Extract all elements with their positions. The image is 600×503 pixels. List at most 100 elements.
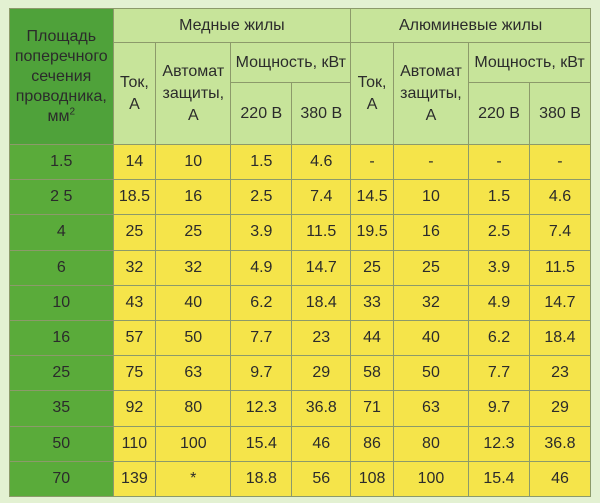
aluminum-current-header: Ток, А bbox=[350, 42, 394, 145]
aluminum-380v-cell: 4.6 bbox=[528, 179, 592, 216]
copper-220v-cell: 3.9 bbox=[230, 214, 293, 251]
aluminum-breaker-cell: 25 bbox=[392, 249, 470, 286]
copper-380v-cell: 29 bbox=[291, 355, 352, 392]
copper-current-cell: 18.5 bbox=[112, 179, 157, 216]
copper-breaker-cell: 10 bbox=[155, 143, 232, 181]
copper-220v-cell: 1.5 bbox=[230, 143, 293, 181]
aluminum-breaker-line-2: защиты, bbox=[400, 84, 462, 102]
aluminum-380v-cell: 18.4 bbox=[528, 319, 592, 357]
copper-380v-cell: 23 bbox=[291, 319, 352, 357]
aluminum-current-line-2: А bbox=[366, 95, 378, 113]
aluminum-380v-header: 380 В bbox=[528, 82, 592, 145]
aluminum-current-cell: 44 bbox=[350, 319, 394, 357]
aluminum-380v-cell: 23 bbox=[528, 355, 592, 392]
aluminum-breaker-cell: 32 bbox=[392, 284, 470, 321]
copper-breaker-cell: 63 bbox=[155, 355, 232, 392]
area-cell: 35 bbox=[9, 390, 114, 427]
area-column-header: Площадь поперечного сечения проводника, … bbox=[9, 8, 114, 145]
copper-current-cell: 92 bbox=[112, 390, 157, 427]
copper-breaker-cell: 80 bbox=[155, 390, 232, 427]
area-unit-superscript: 2 bbox=[69, 106, 76, 118]
copper-380v-cell: 18.4 bbox=[291, 284, 352, 321]
copper-220v-cell: 9.7 bbox=[230, 355, 293, 392]
table-row: 50 110 100 15.4 46 86 80 12.3 36.8 bbox=[9, 425, 592, 462]
aluminum-breaker-cell: 50 bbox=[392, 355, 470, 392]
aluminum-breaker-cell: 16 bbox=[392, 214, 470, 251]
aluminum-380v-cell: - bbox=[528, 143, 592, 181]
aluminum-220v-cell: 15.4 bbox=[468, 460, 530, 498]
copper-220v-cell: 6.2 bbox=[230, 284, 293, 321]
copper-220v-cell: 2.5 bbox=[230, 179, 293, 216]
aluminum-power-header: Мощность, кВт bbox=[468, 42, 591, 83]
table-row: 16 57 50 7.7 23 44 40 6.2 18.4 bbox=[9, 319, 592, 357]
copper-breaker-line-1: Автомат bbox=[162, 62, 225, 80]
aluminum-breaker-cell: 63 bbox=[392, 390, 470, 427]
copper-220v-cell: 15.4 bbox=[230, 425, 293, 462]
aluminum-380v-cell: 14.7 bbox=[528, 284, 592, 321]
aluminum-380v-cell: 11.5 bbox=[528, 249, 592, 286]
copper-220v-cell: 7.7 bbox=[230, 319, 293, 357]
aluminum-breaker-line-1: Автомат bbox=[400, 62, 462, 80]
area-header-line-4: проводника, bbox=[15, 87, 107, 105]
area-header-line-5: мм bbox=[47, 107, 70, 125]
copper-breaker-cell: 32 bbox=[155, 249, 232, 286]
copper-breaker-cell: 40 bbox=[155, 284, 232, 321]
aluminum-220v-cell: 4.9 bbox=[468, 284, 530, 321]
area-header-line-2: поперечного bbox=[14, 47, 108, 65]
copper-380v-cell: 14.7 bbox=[291, 249, 352, 286]
copper-220v-cell: 4.9 bbox=[230, 249, 293, 286]
copper-220v-cell: 12.3 bbox=[230, 390, 293, 427]
area-cell: 6 bbox=[9, 249, 114, 286]
table-row: 6 32 32 4.9 14.7 25 25 3.9 11.5 bbox=[9, 249, 592, 286]
aluminum-current-cell: 58 bbox=[350, 355, 394, 392]
table-row: 10 43 40 6.2 18.4 33 32 4.9 14.7 bbox=[9, 284, 592, 321]
area-cell: 10 bbox=[9, 284, 114, 321]
aluminum-220v-cell: 7.7 bbox=[468, 355, 530, 392]
aluminum-380v-cell: 46 bbox=[528, 460, 592, 498]
copper-380v-header: 380 В bbox=[291, 82, 352, 145]
table-row: 1.5 14 10 1.5 4.6- - - - bbox=[9, 143, 592, 181]
aluminum-breaker-cell: 10 bbox=[392, 179, 470, 216]
aluminum-current-cell: 108 bbox=[350, 460, 394, 498]
copper-current-line-1: Ток, bbox=[119, 73, 149, 91]
aluminum-220v-cell: 6.2 bbox=[468, 319, 530, 357]
table-row: 35 92 80 12.3 36.8 71 63 9.7 29 bbox=[9, 390, 592, 427]
aluminum-current-cell: 33 bbox=[350, 284, 394, 321]
area-header-line-3: сечения bbox=[31, 67, 92, 85]
copper-current-cell: 139 bbox=[112, 460, 157, 498]
table-body: 1.5 14 10 1.5 4.6- - - -2 5 18.5 16 2.5 7.4 14.5 10 1.… bbox=[9, 143, 592, 498]
aluminum-current-cell: 14.5 bbox=[350, 179, 394, 216]
aluminum-current-cell: 25 bbox=[350, 249, 394, 286]
copper-breaker-cell: 100 bbox=[155, 425, 232, 462]
area-header-line-1: Площадь bbox=[26, 27, 97, 45]
copper-breaker-cell: * bbox=[155, 460, 232, 498]
aluminum-220v-header: 220 В bbox=[468, 82, 530, 145]
area-cell: 70 bbox=[9, 460, 114, 498]
copper-current-cell: 43 bbox=[112, 284, 157, 321]
copper-breaker-cell: 50 bbox=[155, 319, 232, 357]
area-cell: 4 bbox=[9, 214, 114, 251]
aluminum-breaker-line-3: А bbox=[425, 106, 437, 124]
copper-380v-cell: 4.6 bbox=[291, 143, 352, 181]
aluminum-current-cell: 86 bbox=[350, 425, 394, 462]
aluminum-breaker-cell: 100 bbox=[392, 460, 470, 498]
aluminum-current-cell: - bbox=[350, 143, 394, 181]
aluminum-220v-cell: 9.7 bbox=[468, 390, 530, 427]
copper-current-cell: 14 bbox=[112, 143, 157, 181]
table-row: 2 5 18.5 16 2.5 7.4 14.5 10 1.5 4.6 bbox=[9, 179, 592, 216]
cable-sizing-table: Площадь поперечного сечения проводника, … bbox=[9, 8, 592, 498]
copper-current-cell: 75 bbox=[112, 355, 157, 392]
aluminum-380v-cell: 29 bbox=[528, 390, 592, 427]
copper-380v-cell: 36.8 bbox=[291, 390, 352, 427]
aluminum-breaker-header: Автомат защиты, А bbox=[392, 42, 470, 145]
copper-current-line-2: А bbox=[129, 95, 140, 113]
aluminum-current-line-1: Ток, bbox=[357, 73, 387, 91]
aluminum-220v-cell: 2.5 bbox=[468, 214, 530, 251]
area-cell: 1.5 bbox=[9, 143, 114, 181]
copper-current-cell: 57 bbox=[112, 319, 157, 357]
copper-current-cell: 25 bbox=[112, 214, 157, 251]
aluminum-section-header: Алюминевые жилы bbox=[350, 8, 591, 43]
aluminum-breaker-cell: 40 bbox=[392, 319, 470, 357]
aluminum-220v-cell: - bbox=[468, 143, 530, 181]
